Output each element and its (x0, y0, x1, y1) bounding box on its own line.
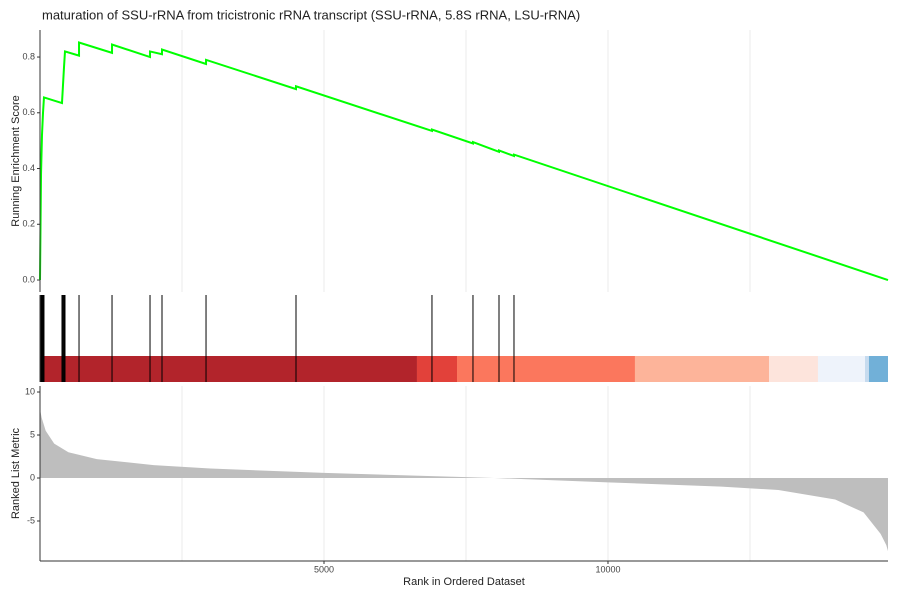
y-tick-label: 0.2 (22, 219, 35, 229)
x-tick-label: 10000 (595, 564, 620, 574)
chart-title: maturation of SSU-rRNA from tricistronic… (42, 7, 580, 22)
color-band (769, 356, 818, 382)
es-line (39, 41, 889, 281)
y-axis-title: Ranked List Metric (10, 427, 22, 519)
y-tick-label: 0.8 (22, 51, 35, 61)
y-tick-label: -5 (27, 515, 35, 525)
y-tick-label: 0 (30, 472, 35, 482)
y-tick-label: 10 (25, 386, 35, 396)
y-axis-title: Running Enrichment Score (10, 95, 22, 226)
color-band (817, 356, 865, 382)
x-tick-label: 5000 (314, 564, 334, 574)
color-band (457, 356, 635, 382)
color-band (864, 356, 869, 382)
y-tick-label: 0.4 (22, 163, 35, 173)
y-tick-label: 0.6 (22, 107, 35, 117)
color-band (416, 356, 458, 382)
y-tick-label: 0.0 (22, 274, 35, 284)
x-axis-title: Rank in Ordered Dataset (403, 576, 525, 588)
color-band (868, 356, 888, 382)
color-band (634, 356, 770, 382)
metric-area (40, 409, 888, 552)
color-band (40, 356, 417, 382)
y-tick-label: 5 (30, 429, 35, 439)
